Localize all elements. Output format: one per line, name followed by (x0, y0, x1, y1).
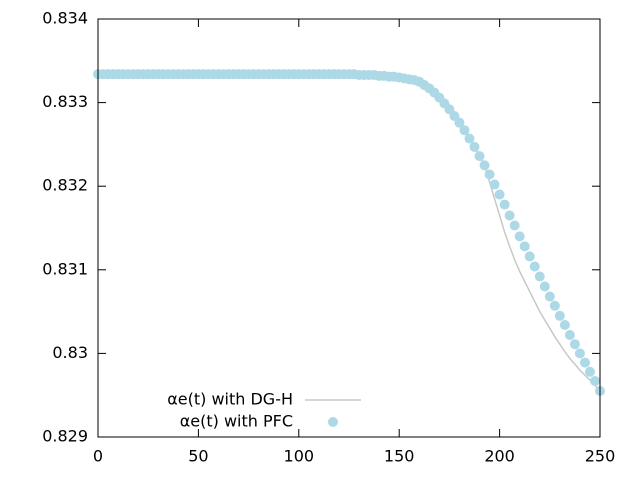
x-tick-label: 200 (484, 447, 515, 466)
x-tick-label: 100 (284, 447, 315, 466)
data-point (479, 160, 490, 171)
data-point (504, 210, 515, 221)
data-point (544, 291, 555, 302)
data-point (464, 133, 475, 144)
legend-label: αe(t) with PFC (180, 412, 293, 431)
data-point (554, 310, 565, 321)
data-point (469, 141, 480, 152)
data-point (589, 375, 600, 386)
y-tick-label: 0.834 (42, 9, 88, 28)
data-point (549, 300, 560, 311)
legend-swatch (328, 417, 338, 427)
data-point (489, 179, 500, 190)
y-tick-label: 0.83 (52, 343, 88, 362)
data-point (559, 319, 570, 330)
data-point (569, 339, 580, 350)
x-tick-label: 150 (384, 447, 415, 466)
data-point (579, 357, 590, 368)
data-point (539, 281, 550, 292)
data-point (494, 189, 505, 200)
data-point (534, 271, 545, 282)
data-point (564, 330, 575, 341)
data-point (509, 220, 520, 231)
x-tick-label: 0 (93, 447, 103, 466)
plot-border (97, 18, 601, 438)
data-point (459, 125, 470, 136)
data-point (499, 199, 510, 210)
data-point (574, 348, 585, 359)
data-point (514, 231, 525, 242)
data-point (484, 169, 495, 180)
y-tick-label: 0.831 (42, 259, 88, 278)
data-point (519, 241, 530, 252)
y-tick-label: 0.833 (42, 92, 88, 111)
data-point (529, 261, 540, 272)
data-point (584, 366, 595, 377)
y-tick-label: 0.829 (42, 427, 88, 446)
data-point (524, 251, 535, 262)
x-tick-label: 250 (585, 447, 616, 466)
legend-label: αe(t) with DG-H (167, 390, 293, 409)
y-tick-label: 0.832 (42, 176, 88, 195)
x-tick-label: 50 (188, 447, 208, 466)
data-point (454, 117, 465, 128)
data-point (474, 151, 485, 162)
